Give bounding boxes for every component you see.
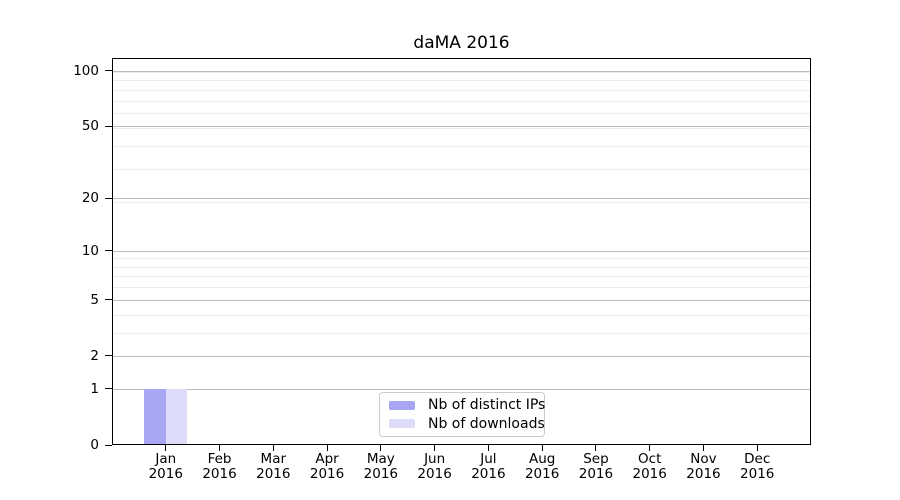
x-tick-mark [595,445,597,451]
y-tick-mark [105,388,112,390]
x-tick-label: Dec 2016 [740,451,775,482]
minor-gridline [113,266,810,268]
y-tick-mark [105,197,112,199]
y-tick-mark [105,250,112,252]
y-tick-mark [105,299,112,301]
legend-label-downloads: Nb of downloads [428,415,545,432]
major-gridline [113,388,810,390]
bar-distinct-ips [144,388,166,444]
minor-gridline [113,89,810,91]
major-gridline [113,299,810,301]
major-gridline [113,126,810,128]
y-tick-label: 2 [90,347,99,364]
y-tick-label: 1 [90,380,99,397]
x-tick-mark [702,445,704,451]
x-tick-mark [219,445,221,451]
minor-gridline [113,258,810,260]
legend-swatch-downloads [389,419,415,429]
x-tick-mark [165,445,167,451]
y-tick-mark [105,355,112,357]
x-tick-label: Aug 2016 [524,451,560,482]
x-tick-mark [434,445,436,451]
x-tick-label: Jun 2016 [417,451,452,482]
x-tick-label: Oct 2016 [632,451,667,482]
minor-gridline [113,332,810,334]
minor-gridline [113,100,810,102]
minor-gridline [113,169,810,171]
x-tick-label: Sep 2016 [578,451,614,482]
major-gridline [113,355,810,357]
x-tick-mark [541,445,543,451]
major-gridline [113,198,810,200]
x-tick-label: Nov 2016 [686,451,721,482]
x-tick-mark [756,445,758,451]
minor-gridline [113,314,810,316]
legend: Nb of distinct IPs Nb of downloads [379,392,545,437]
x-tick-mark [272,445,274,451]
minor-gridline [113,202,810,204]
x-tick-mark [326,445,328,451]
legend-item-downloads: Nb of downloads [389,416,545,432]
bar-downloads [165,388,188,444]
x-tick-label: Apr 2016 [309,451,345,482]
y-tick-label: 100 [73,62,99,79]
y-tick-label: 50 [81,118,99,135]
y-tick-mark [105,70,112,72]
minor-gridline [113,276,810,278]
y-tick-label: 5 [90,291,99,308]
minor-gridline [113,127,810,129]
y-tick-label: 0 [90,437,99,453]
x-tick-mark [649,445,651,451]
x-tick-label: Jan 2016 [148,451,183,482]
minor-gridline [113,146,810,148]
chart-title: daMA 2016 [413,33,510,53]
y-tick-mark [105,444,112,446]
y-tick-label: 20 [81,190,99,207]
x-tick-label: Mar 2016 [256,451,291,482]
minor-gridline [113,80,810,82]
minor-gridline [113,113,810,115]
x-tick-mark [380,445,382,451]
x-tick-label: Feb 2016 [202,451,237,482]
x-tick-label: May 2016 [363,451,399,482]
major-gridline [113,70,810,72]
legend-item-distinct-ips: Nb of distinct IPs [389,397,545,413]
x-tick-label: Jul 2016 [471,451,506,482]
y-tick-mark [105,125,112,127]
minor-gridline [113,71,810,73]
legend-swatch-distinct-ips [389,400,415,410]
x-tick-mark [487,445,489,451]
minor-gridline [113,287,810,289]
legend-label-distinct-ips: Nb of distinct IPs [428,397,546,414]
y-tick-label: 10 [81,242,99,259]
plot-area: Nb of distinct IPs Nb of downloads [112,58,811,445]
major-gridline [113,250,810,252]
